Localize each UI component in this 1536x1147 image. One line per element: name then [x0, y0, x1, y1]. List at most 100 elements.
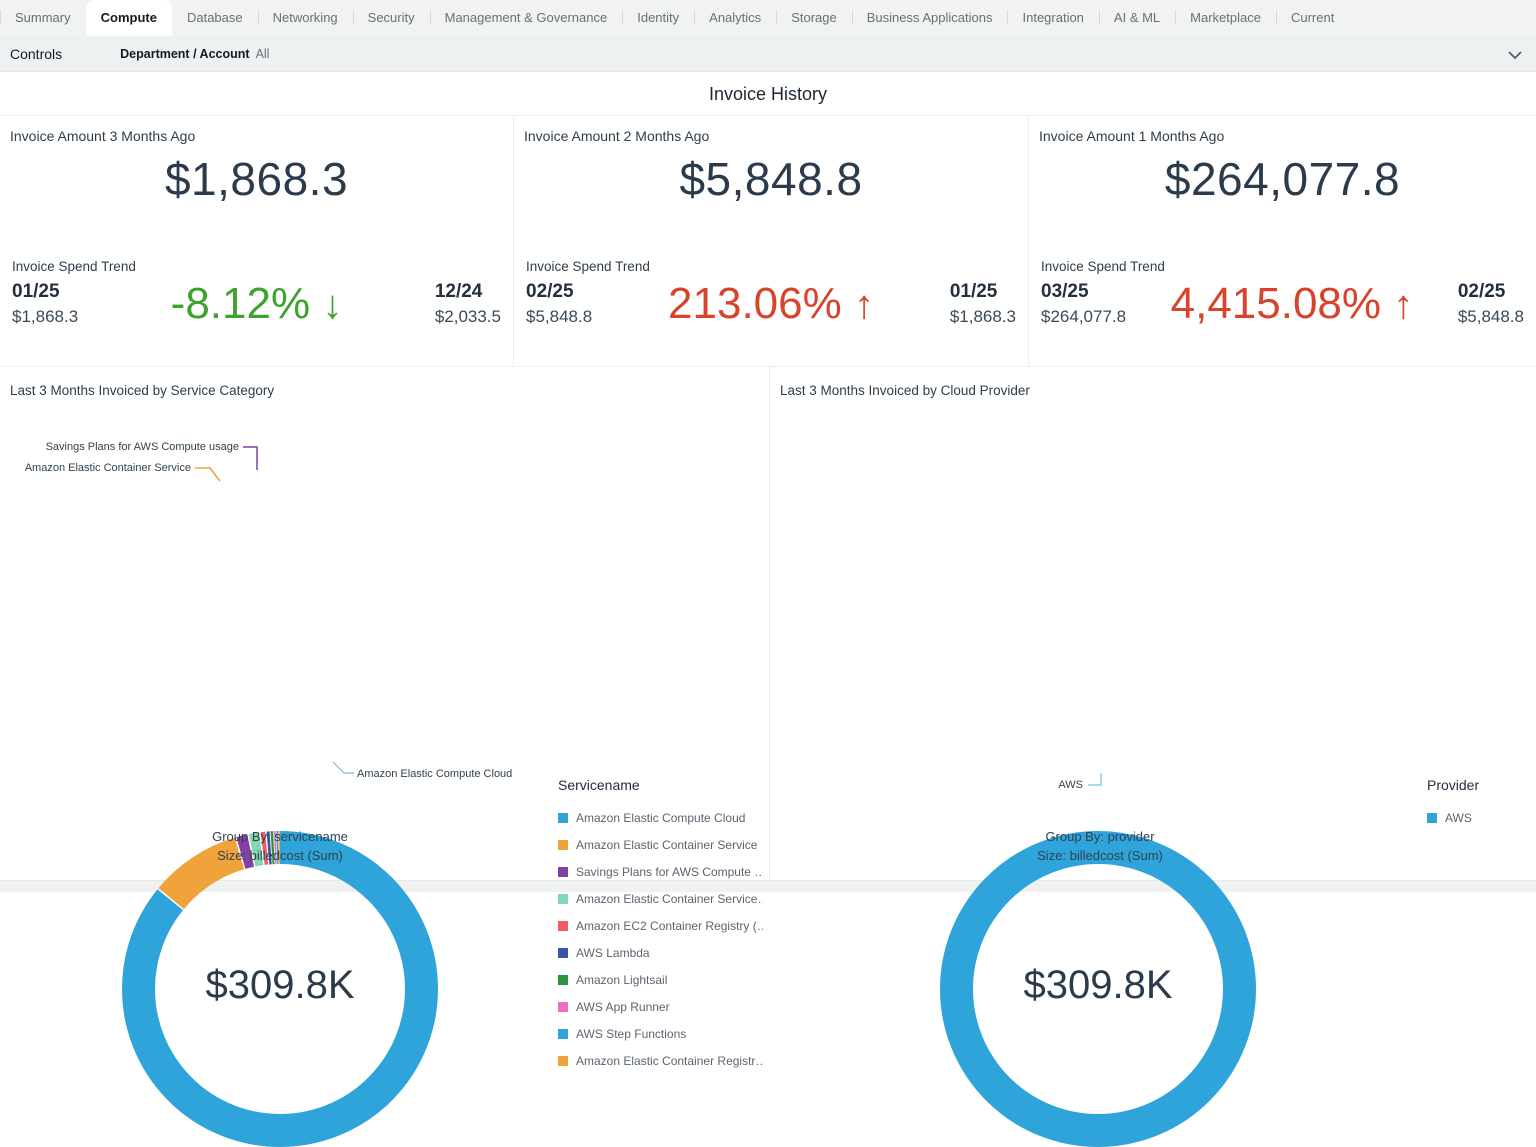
legend-provider: Provider AWS	[1427, 777, 1527, 838]
legend-swatch-icon	[558, 921, 568, 931]
sheet-tab-bar: Summary Compute Database Networking Security…	[0, 0, 1536, 36]
legend-label: AWS Step Functions	[576, 1027, 687, 1041]
callout-aws: AWS	[1058, 779, 1083, 791]
legend-swatch-icon	[558, 1056, 568, 1066]
trend-row: Invoice Spend Trend 01/25 $1,868.3 -8.12…	[0, 249, 1536, 367]
legend-item-amazon-elastic-container-service[interactable]: Amazon Elastic Container Service	[558, 838, 763, 852]
legend-label: AWS Lambda	[576, 946, 650, 960]
trend-percent-change: 4,415.08% ↑	[1170, 279, 1414, 328]
legend-items: Amazon Elastic Compute Cloud Amazon Elast…	[558, 811, 763, 1068]
kpi-row: Invoice Amount 3 Months Ago $1,868.3 Inv…	[0, 116, 1536, 249]
trend-current: 03/25 $264,077.8	[1041, 281, 1126, 327]
filter-department-account-label[interactable]: Department / Account	[120, 46, 250, 61]
legend-swatch-icon	[558, 867, 568, 877]
legend-swatch-icon	[558, 1029, 568, 1039]
chart-panel-service-category: Last 3 Months Invoiced by Service Catego…	[0, 367, 770, 1147]
kpi-card-3-months-ago: Invoice Amount 3 Months Ago $1,868.3	[0, 116, 514, 249]
trend-previous-amount: $1,868.3	[949, 307, 1016, 327]
callout-connector-lines	[1088, 773, 1102, 786]
trend-current: 02/25 $5,848.8	[526, 281, 592, 327]
legend-swatch-icon	[558, 840, 568, 850]
tab-identity[interactable]: Identity	[622, 0, 694, 36]
tab-security[interactable]: Security	[352, 0, 430, 36]
controls-label: Controls	[10, 45, 63, 62]
donut-chart-servicename[interactable]	[122, 831, 438, 1147]
legend-swatch-icon	[1427, 813, 1437, 823]
trend-previous-period: 12/24	[434, 281, 483, 303]
kpi-value: $1,868.3	[164, 153, 349, 205]
legend-label: AWS	[1445, 811, 1472, 825]
legend-item-amazon-ec2-container-registry[interactable]: Amazon EC2 Container Registry (…	[558, 919, 763, 933]
chevron-down-icon[interactable]	[1506, 46, 1524, 64]
legend-item-amazon-elastic-container-service[interactable]: Amazon Elastic Container Service…	[558, 892, 763, 906]
legend-item-amazon-elastic-container-registr[interactable]: Amazon Elastic Container Registr…	[558, 1054, 763, 1068]
trend-current-period: 03/25	[1041, 281, 1089, 303]
size-caption: Size: billedcost (Sum)	[217, 848, 343, 863]
trend-current-period: 02/25	[526, 281, 574, 303]
size-caption: Size: billedcost (Sum)	[1037, 848, 1163, 863]
legend-item-aws-lambda[interactable]: AWS Lambda	[558, 946, 763, 960]
trend-current-period: 01/25	[12, 281, 60, 303]
tab-marketplace[interactable]: Marketplace	[1175, 0, 1276, 36]
chart-title: Last 3 Months Invoiced by Service Catego…	[10, 383, 275, 398]
trend-current-amount: $5,848.8	[526, 307, 593, 327]
trend-arrow-icon: ↑	[1393, 283, 1414, 327]
legend-item-aws-step-functions[interactable]: AWS Step Functions	[558, 1027, 763, 1041]
legend-label: Amazon Elastic Compute Cloud	[576, 811, 746, 825]
legend-item-amazon-elastic-compute-cloud[interactable]: Amazon Elastic Compute Cloud	[558, 811, 763, 825]
trend-current-amount: $1,868.3	[12, 307, 79, 327]
legend-label: Savings Plans for AWS Compute …	[576, 865, 763, 879]
legend-swatch-icon	[558, 1002, 568, 1012]
kpi-label: Invoice Amount 3 Months Ago	[10, 128, 196, 144]
trend-arrow-icon: ↑	[853, 283, 874, 327]
legend-swatch-icon	[558, 894, 568, 904]
tab-database[interactable]: Database	[186, 10, 243, 25]
charts-row: Last 3 Months Invoiced by Service Catego…	[0, 367, 1536, 1147]
trend-previous-amount: $2,033.5	[434, 307, 501, 327]
tab-business-applications[interactable]: Business Applications	[851, 0, 1008, 36]
kpi-label: Invoice Amount 1 Months Ago	[1039, 128, 1225, 144]
donut-slice-aws[interactable]	[940, 831, 1256, 1147]
kpi-card-2-months-ago: Invoice Amount 2 Months Ago $5,848.8	[514, 116, 1029, 249]
controls-bar: Controls Department / Account All	[0, 36, 1536, 72]
trend-previous: 01/25 $1,868.3	[950, 281, 1016, 327]
callout-savings-plans: Savings Plans for AWS Compute usage	[45, 441, 239, 453]
group-by-caption: Group By: servicename	[212, 829, 348, 844]
legend-label: AWS App Runner	[576, 1000, 670, 1014]
trend-percent-change: -8.12% ↓	[170, 279, 343, 328]
legend-label: Amazon Elastic Container Registr…	[576, 1054, 763, 1068]
kpi-value: $5,848.8	[679, 153, 863, 205]
callout-compute-cloud: Amazon Elastic Compute Cloud	[357, 768, 513, 780]
kpi-value: $264,077.8	[1164, 153, 1401, 205]
tab-networking[interactable]: Networking	[257, 0, 353, 36]
page-title: Invoice History	[0, 72, 1536, 116]
legend-items: AWS	[1427, 811, 1527, 825]
legend-item-aws[interactable]: AWS	[1427, 811, 1527, 825]
legend-swatch-icon	[558, 948, 568, 958]
legend-item-aws-app-runner[interactable]: AWS App Runner	[558, 1000, 763, 1014]
trend-previous-amount: $5,848.8	[1457, 307, 1524, 327]
chart-title: Last 3 Months Invoiced by Cloud Provider	[780, 383, 1030, 398]
legend-label: Amazon Lightsail	[576, 973, 668, 987]
tab-current[interactable]: Current	[1275, 0, 1349, 36]
donut-chart-provider[interactable]	[940, 831, 1256, 1147]
trend-previous: 12/24 $2,033.5	[435, 281, 501, 327]
legend-item-amazon-lightsail[interactable]: Amazon Lightsail	[558, 973, 763, 987]
filter-department-account-value[interactable]: All	[255, 46, 270, 61]
legend-swatch-icon	[558, 975, 568, 985]
legend-item-savings-plans-for-aws-compute-usage[interactable]: Savings Plans for AWS Compute …	[558, 865, 763, 879]
legend-servicename: Servicename Amazon Elastic Compute Cloud…	[558, 777, 763, 1081]
tab-storage[interactable]: Storage	[776, 0, 852, 36]
tab-management-governance[interactable]: Management & Governance	[429, 0, 623, 36]
tab-compute[interactable]: Compute	[85, 0, 172, 36]
kpi-card-1-months-ago: Invoice Amount 1 Months Ago $264,077.8	[1029, 116, 1536, 249]
group-by-caption: Group By: provider	[1045, 829, 1155, 844]
trend-previous: 02/25 $5,848.8	[1458, 281, 1524, 327]
trend-title: Invoice Spend Trend	[526, 259, 650, 274]
tab-summary[interactable]: Summary	[0, 0, 86, 36]
tab-integration[interactable]: Integration	[1007, 0, 1098, 36]
legend-label: Amazon Elastic Container Service…	[576, 892, 763, 906]
tab-ai-ml[interactable]: AI & ML	[1098, 0, 1175, 36]
tab-analytics[interactable]: Analytics	[694, 0, 776, 36]
trend-percent-change: 213.06% ↑	[668, 279, 874, 328]
